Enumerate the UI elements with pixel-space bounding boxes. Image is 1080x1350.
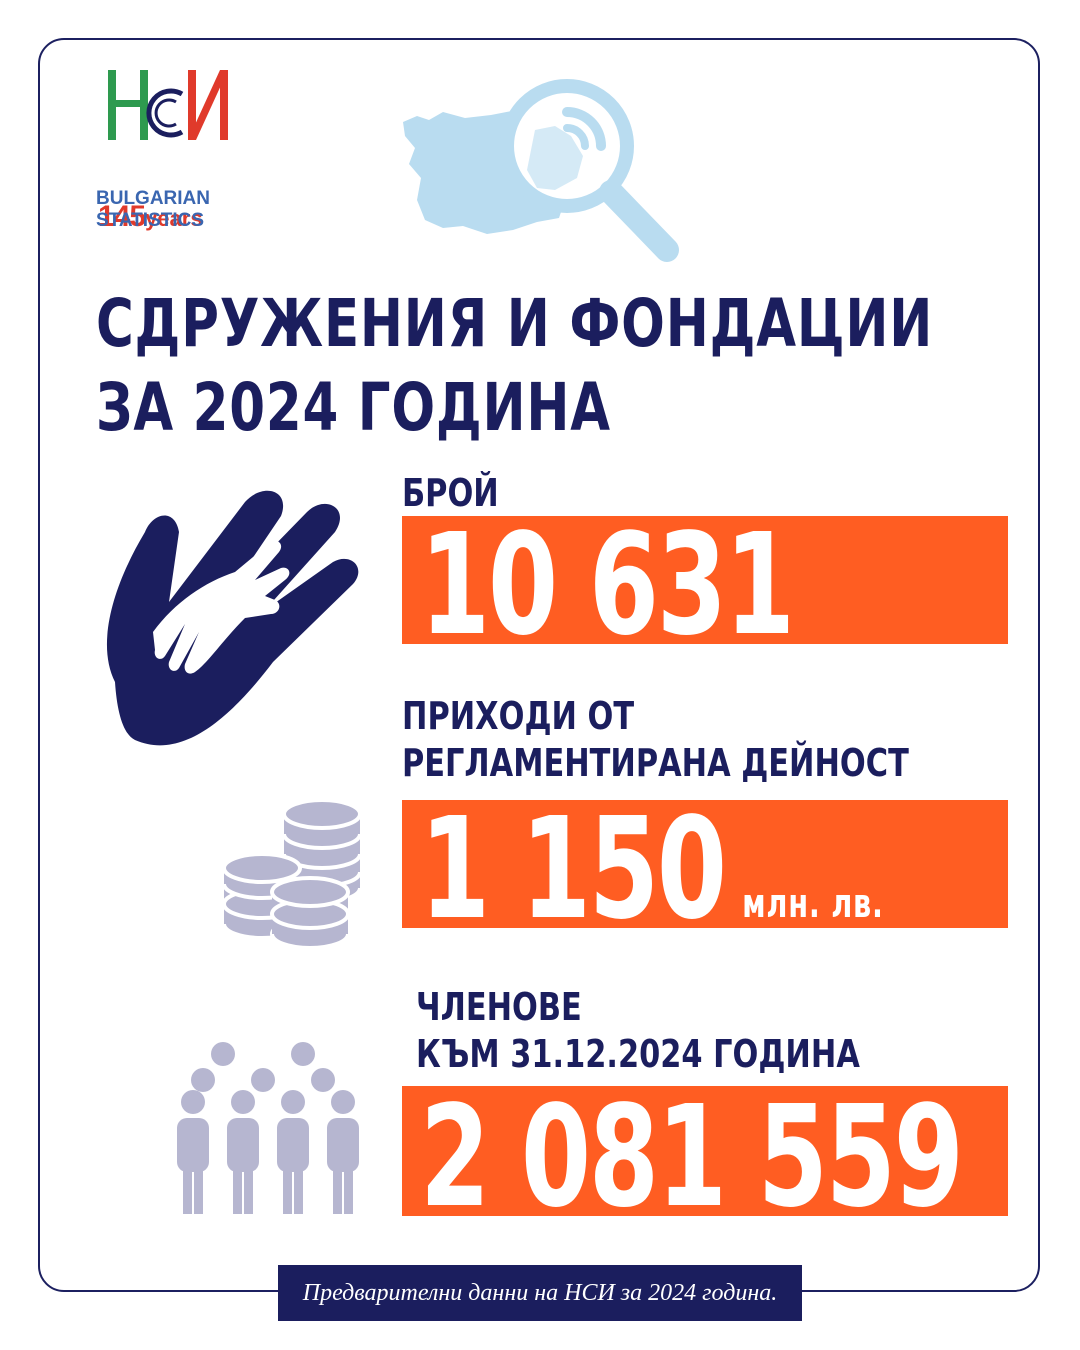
footer-text: Предварителни данни на НСИ за 2024 годин… — [302, 1279, 778, 1306]
title-line-2: ЗА 2024 ГОДИНА — [96, 369, 611, 446]
stat-members-value: 2 081 559 — [420, 1088, 964, 1228]
page-title: СДРУЖЕНИЯ И ФОНДАЦИИ ЗА 2024 ГОДИНА — [96, 282, 933, 450]
stat-members-bar: 2 081 559 — [402, 1086, 1008, 1228]
stat-revenue-value: 1 150 млн. лв. — [420, 800, 884, 940]
logo-years-number: 145 — [98, 200, 146, 233]
helping-hands-icon — [106, 490, 359, 746]
stat-revenue-bar: 1 150 млн. лв. — [402, 800, 1008, 940]
logo-years-word: years — [145, 206, 203, 231]
nsi-monogram-icon — [108, 70, 228, 140]
stat-members-label-line-1: ЧЛЕНОВЕ — [416, 985, 582, 1029]
title-line-1: СДРУЖЕНИЯ И ФОНДАЦИИ — [96, 285, 934, 362]
stat-count-value: 10 631 — [420, 516, 795, 656]
people-icon — [177, 1042, 359, 1214]
stat-revenue-label-line-1: ПРИХОДИ ОТ — [402, 694, 635, 738]
footer-note: Предварителни данни на НСИ за 2024 годин… — [278, 1265, 802, 1321]
stat-revenue-unit: млн. лв. — [742, 881, 884, 927]
stat-revenue-label: ПРИХОДИ ОТ РЕГЛАМЕНТИРАНА ДЕЙНОСТ — [402, 693, 909, 787]
stat-members-label-line-2: КЪМ 31.12.2024 ГОДИНА — [416, 1032, 860, 1076]
logo-years: 145years — [98, 202, 203, 232]
logo-line-bulgarian: BULGARIAN — [96, 188, 210, 209]
stat-count-label-line-1: БРОЙ — [402, 471, 499, 515]
nsi-logo: 145years BULGARIAN STATISTICS — [92, 60, 242, 240]
stat-members-label: ЧЛЕНОВЕ КЪМ 31.12.2024 ГОДИНА — [416, 984, 860, 1078]
bulgaria-map-magnifier-icon — [403, 79, 679, 262]
logo-line-statistics: STATISTICS — [96, 210, 205, 231]
stat-members-number: 2 081 559 — [420, 1076, 964, 1239]
stat-count-number: 10 631 — [420, 504, 795, 667]
stat-count-bar: 10 631 — [402, 516, 1008, 656]
stat-revenue-number: 1 150 — [420, 788, 727, 951]
stat-revenue-label-line-2: РЕГЛАМЕНТИРАНА ДЕЙНОСТ — [402, 741, 909, 785]
stat-count-label: БРОЙ — [402, 470, 499, 517]
coins-icon — [222, 798, 362, 948]
